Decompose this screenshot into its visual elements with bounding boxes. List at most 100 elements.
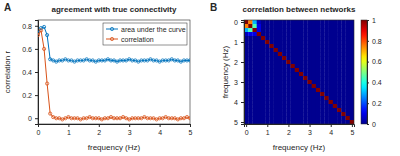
heatmap-cell	[274, 44, 279, 48]
x-tick-mark	[99, 124, 100, 127]
heatmap-cell	[282, 112, 287, 116]
y-tick-mark	[241, 122, 244, 123]
heatmap-cell	[299, 76, 304, 80]
heatmap-cell	[346, 28, 351, 32]
heatmap-cell	[274, 76, 279, 80]
heatmap-cell	[265, 60, 270, 64]
heatmap-cell	[329, 80, 334, 84]
heatmap-cell	[282, 64, 287, 68]
heatmap-cell	[278, 72, 283, 76]
heatmap-cell	[324, 112, 329, 116]
heatmap-cell	[324, 28, 329, 32]
heatmap-cell	[269, 96, 274, 100]
heatmap-cell	[269, 64, 274, 68]
heatmap-cell	[286, 44, 291, 48]
colorbar-tick: 0.4	[367, 79, 382, 86]
heatmap-cell	[295, 108, 300, 112]
series-marker	[38, 33, 40, 36]
heatmap-cell	[307, 48, 312, 52]
heatmap-cell	[261, 32, 266, 36]
heatmap-cell	[303, 116, 308, 120]
heatmap-cell	[261, 68, 266, 72]
heatmap-cell	[303, 68, 308, 72]
heatmap-cell	[303, 76, 308, 80]
heatmap-cell	[337, 72, 342, 76]
heatmap-cell	[257, 92, 262, 96]
heatmap-cell	[269, 52, 274, 56]
heatmap-cell	[299, 24, 304, 28]
x-tick-label: 1	[266, 129, 270, 136]
heatmap-cell	[341, 92, 346, 96]
heatmap-cell	[252, 56, 257, 60]
heatmap-cell	[337, 24, 342, 28]
heatmap-cell	[346, 32, 351, 36]
heatmap-cell	[324, 120, 329, 124]
heatmap-cell	[282, 60, 287, 64]
heatmap-cell	[248, 116, 253, 120]
y-axis: 00.20.40.60.8	[22, 21, 38, 125]
heatmap-cell	[282, 44, 287, 48]
heatmap-cell	[341, 40, 346, 44]
y-tick-mark	[35, 118, 38, 119]
heatmap-cell	[282, 40, 287, 44]
heatmap-cell	[282, 28, 287, 32]
heatmap-cell	[248, 104, 253, 108]
heatmap-cell	[350, 68, 354, 72]
x-axis-line	[245, 125, 355, 128]
heatmap-cell	[329, 68, 334, 72]
heatmap-cell	[316, 64, 321, 68]
heatmap-cell	[320, 28, 325, 32]
heatmap-cell	[329, 96, 334, 100]
heatmap-cell	[346, 112, 351, 116]
heatmap-cell	[337, 80, 342, 84]
series-marker	[39, 29, 42, 32]
x-tick-label: 0	[37, 129, 41, 136]
y-tick-mark	[241, 82, 244, 83]
heatmap-cell	[316, 80, 321, 84]
plot-area	[244, 20, 354, 124]
heatmap-cell	[337, 108, 342, 112]
heatmap-cell	[274, 108, 279, 112]
heatmap-cell	[316, 48, 321, 52]
heatmap-cell	[248, 24, 253, 28]
heatmap-cell	[299, 64, 304, 68]
heatmap-cell	[278, 44, 283, 48]
heatmap-cell	[307, 108, 312, 112]
heatmap-cell	[320, 24, 325, 28]
heatmap-cell	[278, 120, 283, 124]
heatmap-cell	[350, 84, 354, 88]
heatmap-cell	[269, 116, 274, 120]
heatmap-cell	[320, 64, 325, 68]
heatmap-cell	[333, 32, 338, 36]
heatmap-cell	[286, 32, 291, 36]
heatmap-cell	[291, 96, 296, 100]
heatmap-cell	[291, 120, 296, 124]
x-tick: 2	[97, 124, 101, 136]
heatmap-cell	[303, 100, 308, 104]
heatmap-cell	[269, 36, 274, 40]
heatmap-cell	[257, 36, 262, 40]
y-tick-mark	[241, 102, 244, 103]
heatmap-cell	[346, 116, 351, 120]
heatmap-cell	[274, 56, 279, 60]
heatmap-cell	[248, 40, 253, 44]
heatmap-cell	[333, 100, 338, 104]
x-tick-mark	[352, 124, 353, 127]
heatmap-cell	[261, 88, 266, 92]
heatmap-cell	[337, 60, 342, 64]
heatmap-cell	[257, 108, 262, 112]
heatmap-cell	[248, 28, 253, 32]
heatmap-cell	[307, 104, 312, 108]
heatmap-cell	[282, 72, 287, 76]
heatmap-cell	[269, 24, 274, 28]
heatmap-cell	[299, 80, 304, 84]
heatmap-cell	[257, 64, 262, 68]
heatmap-cell	[282, 120, 287, 124]
heatmap-cell	[295, 72, 300, 76]
heatmap-cell	[269, 120, 274, 124]
heatmap-cell	[282, 32, 287, 36]
heatmap-cell	[337, 76, 342, 80]
heatmap-cell	[295, 88, 300, 92]
heatmap-cell	[261, 60, 266, 64]
heatmap-cell	[286, 112, 291, 116]
